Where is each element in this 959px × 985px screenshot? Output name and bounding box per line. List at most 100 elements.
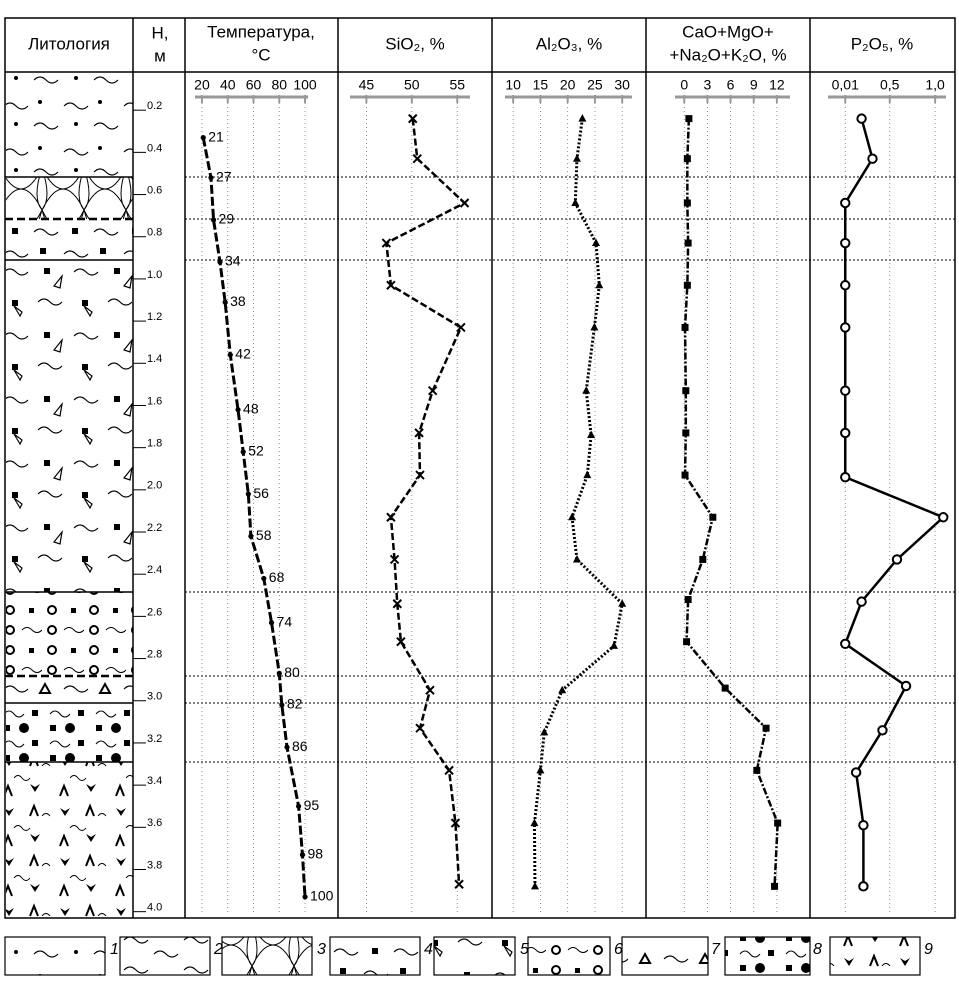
data-label: 34 (225, 253, 241, 269)
x-tick-label: 0,5 (880, 77, 900, 93)
x-tick-label: 30 (614, 77, 630, 93)
data-point (587, 430, 595, 438)
data-label: 52 (248, 443, 264, 459)
data-point (841, 640, 849, 648)
legend-swatch (434, 937, 515, 975)
data-point (302, 894, 307, 899)
depth-tick-label: 1.4 (147, 353, 162, 365)
data-label: 42 (235, 346, 251, 362)
depth-tick-label: 2.2 (147, 522, 162, 534)
depth-tick-label: 3.4 (147, 775, 162, 787)
x-tick-label: 20 (560, 77, 576, 93)
data-label: 100 (310, 888, 334, 904)
data-point (722, 685, 729, 692)
data-point (248, 534, 253, 539)
legend-label: 1 (110, 941, 119, 958)
panel-title: CaO+MgO+ (682, 22, 774, 41)
depth-tick-label: 1.2 (147, 311, 162, 323)
data-point (300, 852, 305, 857)
x-tick-label: 50 (404, 77, 420, 93)
data-point (208, 175, 213, 180)
depth-title: Н, (152, 23, 169, 42)
lithology-layer (6, 260, 133, 592)
legend-swatch (622, 937, 708, 975)
depth-tick-label: 1.8 (147, 438, 162, 450)
data-label: 95 (304, 797, 320, 813)
data-point (590, 323, 598, 331)
panel-title: +Na₂O+K₂O, % (669, 45, 786, 64)
data-point (235, 407, 240, 412)
x-tick-label: 20 (194, 77, 210, 93)
data-point (682, 429, 689, 436)
data-point (841, 199, 849, 207)
data-point (455, 880, 463, 888)
data-point (269, 620, 274, 625)
lithology-layer (6, 219, 133, 260)
data-point (578, 114, 586, 122)
data-label: 80 (284, 664, 300, 680)
data-point (699, 556, 706, 563)
depth-tick-label: 0.4 (147, 142, 162, 154)
data-point (461, 199, 469, 207)
data-point (201, 135, 206, 140)
data-point (426, 686, 434, 694)
depth-tick-label: 3.8 (147, 859, 162, 871)
data-point (445, 766, 453, 774)
lithology-layer (6, 762, 133, 918)
depth-tick-label: 3.0 (147, 691, 162, 703)
data-label: 27 (216, 168, 232, 184)
x-tick-label: 45 (359, 77, 375, 93)
legend-label: 7 (711, 941, 721, 958)
legend-swatch (330, 937, 420, 975)
data-label: 58 (256, 527, 272, 543)
data-label: 74 (277, 613, 293, 629)
x-tick-label: 60 (246, 77, 262, 93)
data-label: 29 (219, 211, 235, 227)
data-point (211, 217, 216, 222)
legend-swatch (5, 937, 105, 975)
panel-title: Температура, (207, 22, 315, 41)
data-point (683, 638, 690, 645)
legend-swatch (830, 937, 920, 975)
data-point (868, 154, 876, 162)
x-tick-label: 12 (769, 77, 785, 93)
panel-title: P₂O₅, % (851, 34, 914, 53)
data-point (246, 491, 251, 496)
x-tick-label: 55 (449, 77, 465, 93)
depth-tick-label: 2.8 (147, 648, 162, 660)
series-line (386, 119, 464, 885)
chart: Литология Н, м 0.20.40.60.81.01.21.41.61… (0, 0, 959, 980)
depth-tick-label: 0.2 (147, 100, 162, 112)
data-point (530, 819, 538, 827)
x-tick-label: 3 (704, 77, 712, 93)
data-point (841, 473, 849, 481)
lithology-title: Литология (28, 34, 110, 53)
lithology-layer (6, 177, 133, 219)
data-point (763, 725, 770, 732)
data-label: 48 (243, 400, 259, 416)
data-point (217, 259, 222, 264)
data-point (682, 387, 689, 394)
data-label: 86 (292, 738, 308, 754)
data-point (774, 820, 781, 827)
data-point (573, 555, 581, 563)
data-point (284, 745, 289, 750)
lithology-layer (6, 72, 133, 177)
data-point (878, 726, 886, 734)
data-point (753, 767, 760, 774)
data-point (685, 240, 692, 247)
data-point (223, 300, 228, 305)
legend-label: 9 (924, 941, 933, 958)
x-tick-label: 80 (271, 77, 287, 93)
depth-tick-label: 3.6 (147, 817, 162, 829)
data-label: 21 (208, 128, 224, 144)
x-tick-label: 25 (587, 77, 603, 93)
data-point (531, 882, 539, 890)
legend-swatch (528, 937, 610, 975)
series-line (685, 119, 778, 887)
data-label: 98 (307, 845, 323, 861)
data-point (893, 555, 901, 563)
data-point (709, 514, 716, 521)
depth-tick-label: 0.6 (147, 184, 162, 196)
data-label: 68 (269, 569, 285, 585)
